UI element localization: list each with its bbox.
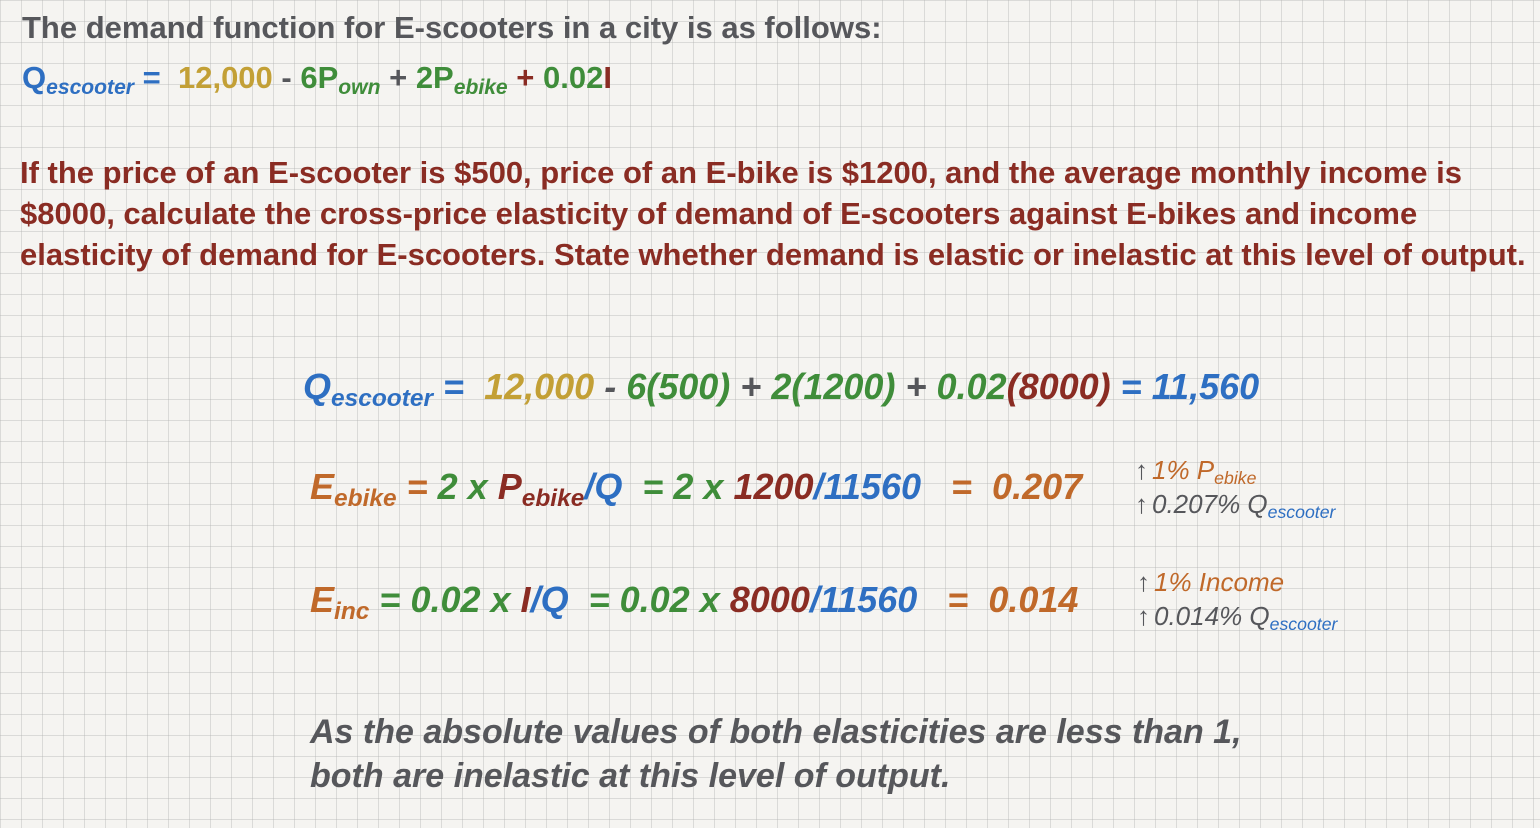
cross-price-elasticity-calculation: Eebike = 2 x Pebike/Q = 2 x 1200/11560 =… xyxy=(310,466,1083,512)
up-arrow-icon: ↑ xyxy=(1137,601,1150,631)
price-variable: Pebike xyxy=(497,466,585,512)
equals-sign: = xyxy=(947,579,969,620)
equals-sign: = xyxy=(642,466,664,507)
operator: + xyxy=(905,366,927,407)
income-interpretation-note: ↑ 1% Income ↑ 0.014% Qescooter xyxy=(1137,565,1337,633)
own-price-term: 6Pown xyxy=(300,60,381,99)
operator: - xyxy=(281,60,292,95)
elasticity-result: 0.014 xyxy=(988,579,1079,620)
header-text: The demand function for E-scooters in a … xyxy=(22,10,882,45)
note-line: ↑ 0.207% Qescooter xyxy=(1135,489,1336,522)
income-variable: I xyxy=(520,579,531,620)
ebike-interpretation-note: ↑ 1% Pebike ↑ 0.207% Qescooter xyxy=(1135,453,1335,521)
conclusion-line-1: As the absolute values of both elasticit… xyxy=(310,713,1242,751)
note-line: ↑ 0.014% Qescooter xyxy=(1137,601,1338,634)
denominator: /11560 xyxy=(809,579,918,620)
income-term: 0.02I xyxy=(543,60,612,95)
coefficient: 0.02 x xyxy=(619,579,720,620)
elasticity-symbol: Eebike xyxy=(310,466,397,512)
operator: + xyxy=(740,366,762,407)
problem-statement: If the price of an E-scooter is $500, pr… xyxy=(20,155,1526,272)
equals-sign: = xyxy=(142,60,161,95)
coefficient: 2 x xyxy=(673,466,724,507)
q-symbol: Qescooter xyxy=(303,366,434,412)
equals-sign: = xyxy=(406,466,428,507)
coefficient: 0.02 x xyxy=(410,579,511,620)
note-line: ↑ 1% Pebike xyxy=(1135,455,1257,488)
equals-sign: = xyxy=(379,579,401,620)
coefficient: 2 x xyxy=(437,466,488,507)
elasticity-symbol: Einc xyxy=(310,579,370,625)
income-elasticity-calculation: Einc = 0.02 x I/Q = 0.02 x 8000/11560 = … xyxy=(310,579,1079,625)
equals-sign: = xyxy=(443,366,465,407)
up-arrow-icon: ↑ xyxy=(1135,455,1148,485)
operator: - xyxy=(604,366,617,407)
operator: + xyxy=(389,60,408,95)
q-symbol: Qescooter xyxy=(22,60,134,99)
numerator: 8000 xyxy=(729,579,810,620)
denominator: /11560 xyxy=(813,466,921,507)
quantity-result: 11,560 xyxy=(1151,366,1260,407)
equals-sign: = xyxy=(1120,366,1142,407)
quantity-calculation: Qescooter = 12,000 - 6(500) + 2(1200) + … xyxy=(303,366,1260,412)
operator: + xyxy=(516,60,535,95)
ebike-price-term: 2(1200) xyxy=(771,366,896,407)
equals-sign: = xyxy=(588,579,610,620)
up-arrow-icon: ↑ xyxy=(1135,489,1148,519)
quantity-divisor: /Q xyxy=(584,466,623,507)
numerator: 1200 xyxy=(733,466,814,507)
quantity-divisor: /Q xyxy=(530,579,569,620)
note-line: ↑ 1% Income xyxy=(1137,567,1285,597)
equals-sign: = xyxy=(951,466,973,507)
ebike-price-term: 2Pebike xyxy=(415,60,508,99)
constant-term: 12,000 xyxy=(484,366,595,407)
up-arrow-icon: ↑ xyxy=(1137,567,1150,597)
conclusion-text: As the absolute values of both elasticit… xyxy=(310,710,1242,798)
own-price-term: 6(500) xyxy=(626,366,731,407)
conclusion-line-2: both are inelastic at this level of outp… xyxy=(310,757,951,795)
constant-term: 12,000 xyxy=(177,60,273,95)
elasticity-result: 0.207 xyxy=(992,466,1083,507)
demand-equation: Qescooter = 12,000 - 6Pown + 2Pebike + 0… xyxy=(22,60,612,99)
income-term: 0.02(8000) xyxy=(936,366,1111,407)
